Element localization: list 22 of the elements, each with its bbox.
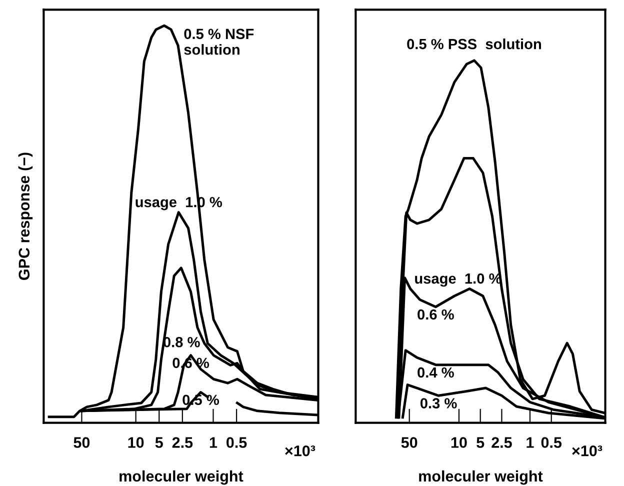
x-tick-label: 1 bbox=[210, 437, 218, 448]
series-label: 0.4 % bbox=[418, 367, 454, 378]
series-label: 0.6 % bbox=[418, 309, 454, 320]
x-tick-label: 50 bbox=[401, 437, 418, 448]
x-axis-title: moleculer weight bbox=[120, 470, 244, 485]
y-axis-title: GPC response (−) bbox=[18, 152, 33, 280]
series-label: 0.5 % NSF solution bbox=[184, 28, 254, 55]
series-label: 0.3 % bbox=[420, 398, 457, 408]
series-label: 0.5 % PSS solution bbox=[407, 38, 541, 50]
x-tick-label: 1 bbox=[526, 437, 534, 448]
x-tick-label: 5 bbox=[476, 437, 484, 448]
x-tick-label: 0.5 bbox=[226, 437, 247, 448]
x-tick-label: 5 bbox=[155, 437, 163, 448]
x-axis-title: moleculer weight bbox=[419, 470, 543, 485]
x-tick-label: 10 bbox=[128, 437, 144, 448]
x-tick-label: 10 bbox=[451, 437, 467, 448]
x-tick-label: 0.5 bbox=[541, 437, 562, 448]
x-tick-label: 2.5 bbox=[492, 437, 512, 448]
x-tick-label: 50 bbox=[74, 437, 90, 448]
x-tick-label: 2.5 bbox=[172, 437, 193, 448]
text: ×10³ bbox=[572, 445, 602, 456]
text: ×10³ bbox=[285, 445, 316, 456]
